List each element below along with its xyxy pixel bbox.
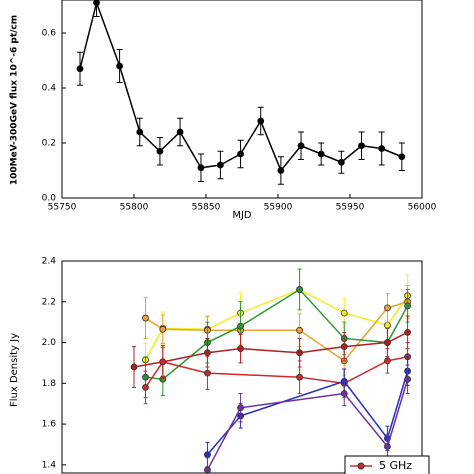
y-tick-label: 1.6 (42, 420, 57, 430)
marker (296, 286, 304, 293)
plot-frame (61, 260, 423, 474)
marker (404, 302, 412, 310)
marker (358, 142, 365, 150)
marker (296, 373, 304, 381)
marker (317, 150, 325, 158)
y-tick-label: 0.0 (42, 194, 57, 204)
series-line (145, 288, 409, 381)
marker (159, 325, 167, 333)
plot-frame (61, 0, 423, 199)
marker (384, 321, 391, 329)
marker (197, 164, 205, 172)
y-tick-label: 0.2 (42, 139, 56, 149)
series-line (144, 288, 409, 361)
y-tick-label: 1.8 (42, 379, 57, 389)
marker (296, 326, 304, 334)
x-tick-label: 56000 (408, 203, 437, 213)
marker (237, 322, 244, 330)
y-tick-label: 2.2 (42, 297, 56, 307)
marker (237, 345, 244, 353)
marker (297, 142, 305, 150)
marker (136, 128, 144, 136)
series-line (133, 331, 408, 368)
y-tick-label: 0.6 (42, 29, 57, 39)
x-tick-label: 55900 (264, 203, 293, 213)
marker (257, 117, 265, 125)
marker (156, 147, 164, 155)
marker (204, 349, 211, 357)
y-tick-label: 0.4 (42, 84, 57, 94)
marker (337, 158, 345, 166)
marker (404, 375, 412, 383)
marker (216, 161, 224, 169)
marker (76, 65, 84, 73)
legend-label: 5 GHz (379, 459, 412, 472)
marker (204, 369, 211, 377)
y-tick-label: 1.4 (42, 460, 57, 470)
marker (340, 309, 348, 317)
y-axis-label: Flux Density Jy (9, 333, 20, 407)
marker (384, 304, 391, 312)
marker (340, 390, 348, 397)
marker (237, 404, 244, 412)
marker (204, 451, 211, 459)
x-tick-label: 55950 (336, 203, 365, 213)
marker (384, 443, 391, 450)
x-tick-label: 55800 (120, 203, 149, 213)
marker (176, 128, 184, 136)
marker (384, 357, 391, 365)
marker (130, 363, 138, 371)
x-tick-label: 55850 (192, 203, 221, 213)
marker (204, 466, 211, 474)
marker (142, 383, 149, 391)
y-axis-label: 100MeV-300GeV flux 10^-6 pt/cm (10, 15, 20, 185)
marker (93, 0, 100, 7)
marker (384, 339, 391, 346)
marker (237, 150, 244, 158)
marker (296, 349, 304, 357)
marker (398, 153, 406, 161)
legend-box (344, 455, 430, 474)
marker (378, 145, 386, 152)
x-axis-label: MJD (232, 210, 252, 221)
marker (116, 62, 123, 70)
marker (277, 167, 285, 174)
x-tick-label: 55750 (48, 203, 77, 213)
y-tick-label: 2.4 (42, 257, 57, 267)
series-line (145, 301, 408, 362)
marker (159, 358, 167, 366)
y-tick-label: 2.0 (42, 338, 57, 348)
marker (404, 328, 412, 336)
marker (142, 314, 149, 322)
marker (340, 343, 348, 351)
legend-marker (357, 462, 365, 470)
